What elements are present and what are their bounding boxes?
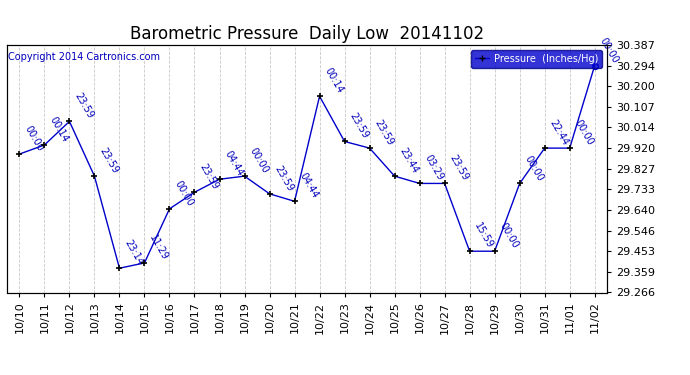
Title: Barometric Pressure  Daily Low  20141102: Barometric Pressure Daily Low 20141102 xyxy=(130,26,484,44)
Text: 00:14: 00:14 xyxy=(322,66,345,95)
Text: 11:29: 11:29 xyxy=(148,233,170,262)
Text: 04:44: 04:44 xyxy=(297,171,320,200)
Text: 23:59: 23:59 xyxy=(72,91,95,120)
Text: 04:44: 04:44 xyxy=(222,149,245,178)
Text: 03:29: 03:29 xyxy=(422,153,445,183)
Text: 15:59: 15:59 xyxy=(473,221,495,251)
Text: 23:14: 23:14 xyxy=(122,238,145,267)
Text: 23:59: 23:59 xyxy=(197,162,220,191)
Text: 00:00: 00:00 xyxy=(22,124,45,153)
Text: 23:59: 23:59 xyxy=(448,153,471,183)
Text: 22:44: 22:44 xyxy=(548,118,571,147)
Text: 00:00: 00:00 xyxy=(573,118,595,147)
Text: 23:59: 23:59 xyxy=(273,164,295,193)
Text: 00:14: 00:14 xyxy=(48,115,70,144)
Text: 23:44: 23:44 xyxy=(397,146,420,175)
Text: 00:00: 00:00 xyxy=(172,179,195,208)
Text: 23:59: 23:59 xyxy=(97,146,120,175)
Text: 00:00: 00:00 xyxy=(598,36,620,64)
Text: 23:59: 23:59 xyxy=(348,111,371,141)
Text: 00:00: 00:00 xyxy=(248,146,270,175)
Text: 00:00: 00:00 xyxy=(522,153,545,183)
Text: 23:59: 23:59 xyxy=(373,118,395,147)
Text: 00:00: 00:00 xyxy=(497,221,520,251)
Text: Copyright 2014 Cartronics.com: Copyright 2014 Cartronics.com xyxy=(8,53,160,62)
Legend: Pressure  (Inches/Hg): Pressure (Inches/Hg) xyxy=(471,50,602,68)
